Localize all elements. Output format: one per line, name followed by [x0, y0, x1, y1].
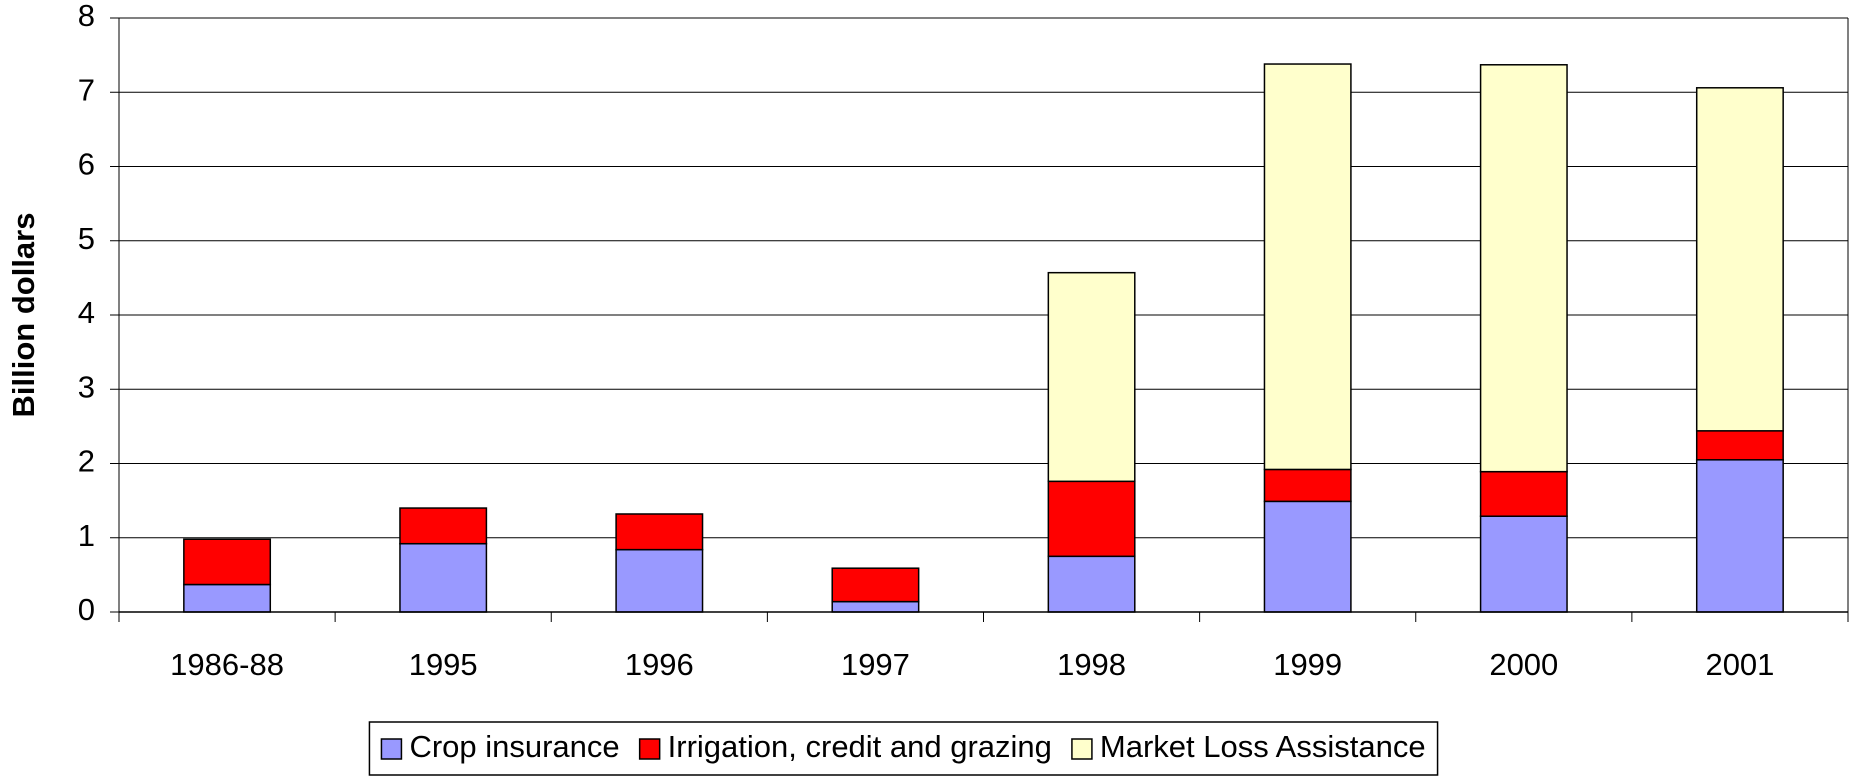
- y-tick-label: 8: [78, 0, 95, 33]
- x-tick-label: 1995: [409, 647, 478, 682]
- x-tick-label: 2001: [1705, 647, 1774, 682]
- x-tick-label: 1999: [1273, 647, 1342, 682]
- bar-segment: [1479, 64, 1568, 473]
- legend-label: Irrigation, credit and grazing: [668, 729, 1052, 764]
- y-tick-label: 3: [78, 369, 95, 404]
- bar-segment: [399, 542, 488, 613]
- y-tick-label: 6: [78, 147, 95, 182]
- bar-segment: [615, 548, 704, 613]
- y-tick-label: 1: [78, 518, 95, 553]
- y-tick-label: 2: [78, 444, 95, 479]
- bar-segment: [1263, 468, 1352, 503]
- bar-segment: [1263, 63, 1352, 471]
- x-tick-label: 1997: [841, 647, 910, 682]
- legend-label: Crop insurance: [409, 729, 619, 764]
- y-tick-label: 0: [78, 592, 95, 627]
- bar-segment: [1479, 515, 1568, 613]
- bar-segment: [1695, 459, 1784, 613]
- bar-segment: [1695, 87, 1784, 432]
- legend-swatch: [638, 738, 661, 760]
- bar-segment: [399, 507, 488, 545]
- bar-segment: [183, 583, 272, 613]
- bar-segment: [1263, 500, 1352, 613]
- y-tick-label: 5: [78, 221, 95, 256]
- legend-label: Market Loss Assistance: [1100, 729, 1426, 764]
- legend-swatch: [1071, 738, 1093, 760]
- bar-segment: [1479, 470, 1568, 517]
- y-tick-label: 7: [78, 72, 95, 107]
- bar-segment: [615, 513, 704, 551]
- bar-segment: [831, 600, 920, 613]
- x-tick-label: 1986-88: [170, 647, 284, 682]
- bar-segment: [831, 567, 920, 603]
- x-tick-label: 1998: [1057, 647, 1126, 682]
- x-tick-label: 2000: [1489, 647, 1558, 682]
- bar-segment: [183, 538, 272, 586]
- x-tick-label: 1996: [625, 647, 694, 682]
- y-axis-label: Billion dollars: [6, 213, 41, 418]
- bar-segment: [1047, 271, 1136, 483]
- bar-segment: [1047, 555, 1136, 613]
- legend-box: [368, 721, 1439, 776]
- legend-swatch: [380, 738, 403, 760]
- bar-segment: [1047, 480, 1136, 558]
- bar-segment: [1695, 430, 1784, 461]
- y-tick-label: 4: [78, 295, 95, 330]
